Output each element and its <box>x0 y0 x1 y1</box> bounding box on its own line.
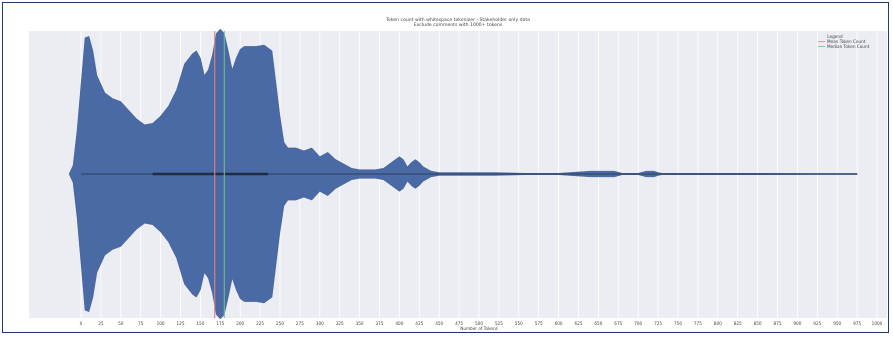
x-tick-label: 225 <box>256 321 264 326</box>
x-tick-label: 0 <box>80 321 83 326</box>
x-tick-label: 850 <box>754 321 762 326</box>
x-tick-label: 725 <box>654 321 662 326</box>
x-tick-label: 200 <box>236 321 244 326</box>
x-tick-label: 175 <box>216 321 224 326</box>
chart-subtitle: Exclude comments with 1000+ tokens <box>414 22 503 28</box>
x-tick-label: 50 <box>118 321 124 326</box>
x-tick-label: 525 <box>495 321 503 326</box>
x-tick-label: 150 <box>196 321 204 326</box>
x-tick-label: 1000 <box>872 321 883 326</box>
x-tick-label: 775 <box>694 321 702 326</box>
violin-chart: 0 25 50 75 100 125 150 175 200 225 250 275 300 325 350… <box>29 17 887 331</box>
x-tick-label: 925 <box>813 321 821 326</box>
x-tick-label: 275 <box>296 321 304 326</box>
x-tick-label: 450 <box>435 321 443 326</box>
x-tick-label: 825 <box>734 321 742 326</box>
x-tick-label: 350 <box>356 321 364 326</box>
x-tick-label: 550 <box>515 321 523 326</box>
x-tick-label: 475 <box>455 321 463 326</box>
x-tick-label: 425 <box>415 321 423 326</box>
x-axis-label: Number of Tokens <box>460 326 498 331</box>
x-tick-label: 125 <box>177 321 185 326</box>
x-tick-label: 100 <box>157 321 165 326</box>
legend-title: Legend <box>827 34 843 39</box>
x-tick-label: 25 <box>98 321 104 326</box>
chart-title: Token count with whitespace tokenizer - … <box>385 17 530 23</box>
x-tick-label: 600 <box>555 321 563 326</box>
x-tick-labels: 0 25 50 75 100 125 150 175 200 225 250 275 300 325 350… <box>80 321 883 326</box>
x-tick-label: 950 <box>833 321 841 326</box>
x-tick-label: 900 <box>793 321 801 326</box>
x-tick-label: 575 <box>535 321 543 326</box>
x-tick-label: 700 <box>634 321 642 326</box>
x-tick-label: 650 <box>594 321 602 326</box>
legend-label-mean: Mean Token Count <box>827 39 866 44</box>
x-tick-label: 625 <box>575 321 583 326</box>
x-tick-label: 400 <box>395 321 403 326</box>
legend-label-median: Median Token Count <box>827 44 870 49</box>
x-tick-label: 875 <box>774 321 782 326</box>
legend: Legend Mean Token Count Median Token Cou… <box>818 34 870 49</box>
x-tick-label: 975 <box>853 321 861 326</box>
x-tick-label: 375 <box>376 321 384 326</box>
x-tick-label: 800 <box>714 321 722 326</box>
x-tick-label: 750 <box>674 321 682 326</box>
x-tick-label: 675 <box>614 321 622 326</box>
x-tick-label: 300 <box>316 321 324 326</box>
x-tick-label: 75 <box>138 321 144 326</box>
chart-frame: 0 25 50 75 100 125 150 175 200 225 250 275 300 325 350… <box>2 2 889 333</box>
x-tick-label: 325 <box>336 321 344 326</box>
x-tick-label: 500 <box>475 321 483 326</box>
x-tick-label: 250 <box>276 321 284 326</box>
